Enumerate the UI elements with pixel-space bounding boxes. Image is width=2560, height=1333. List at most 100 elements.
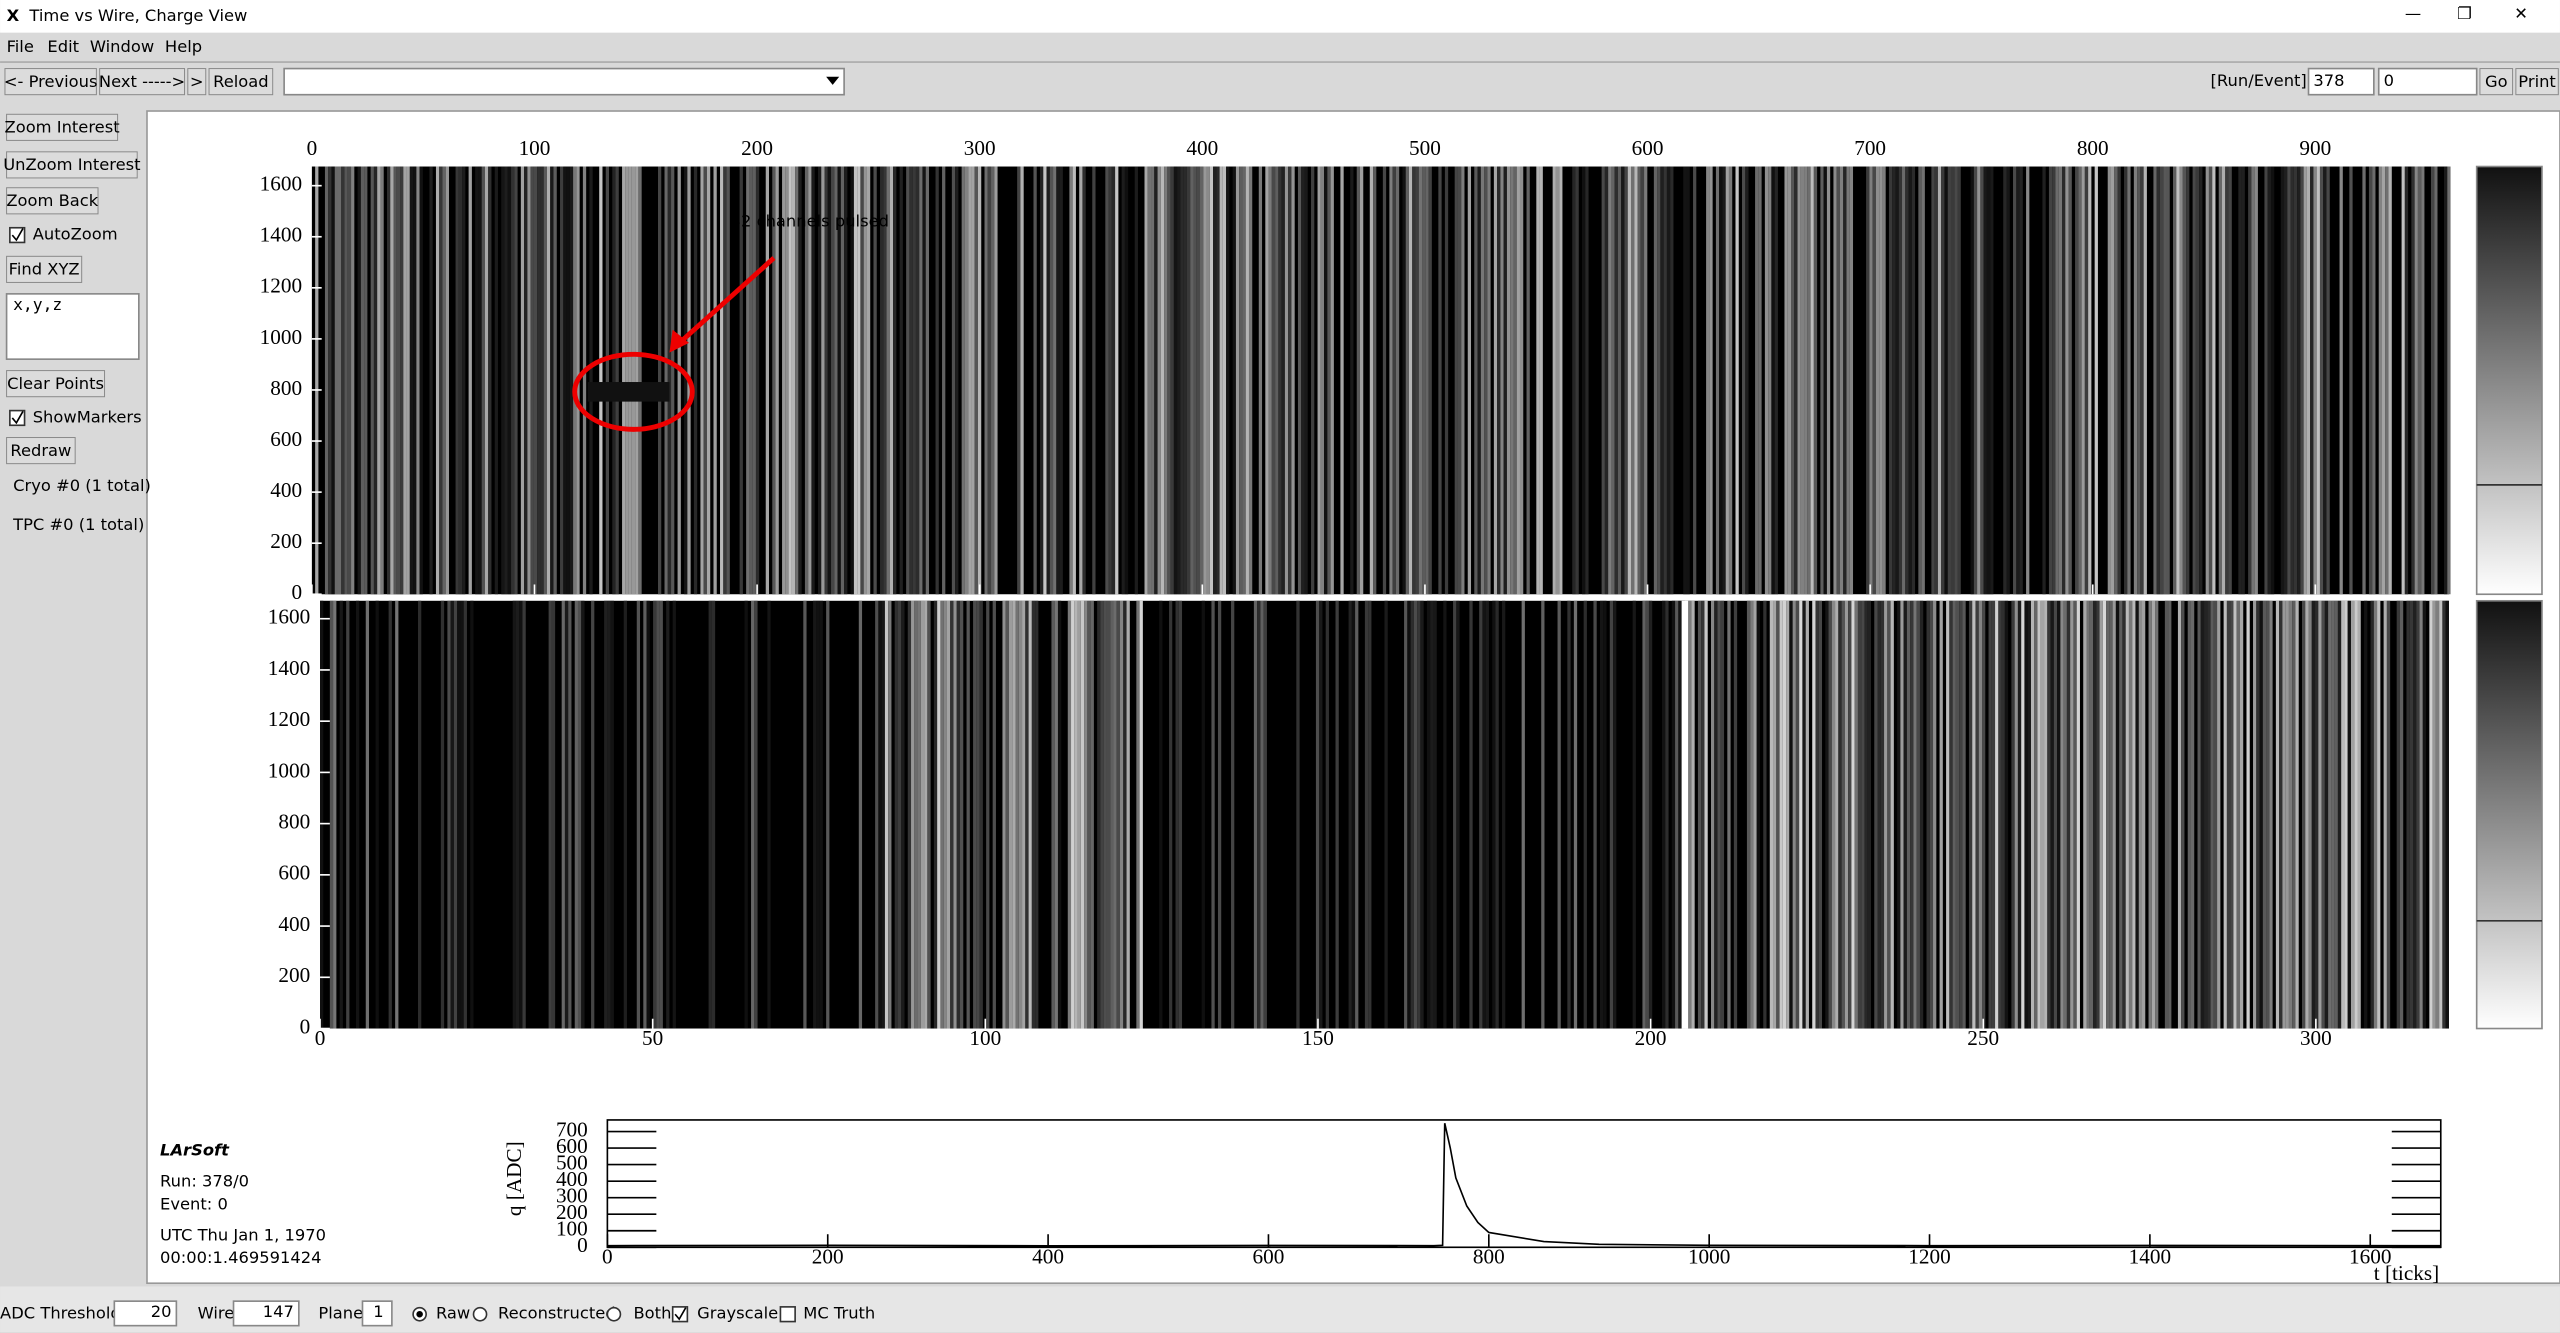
adc-value[interactable]: 20 xyxy=(151,1302,172,1321)
toolbar-button[interactable]: <- Previous xyxy=(4,72,98,91)
wire-stripe xyxy=(2124,167,2127,595)
go-button[interactable]: Go xyxy=(2485,72,2508,91)
print-button[interactable]: Print xyxy=(2518,72,2556,91)
find-button[interactable]: Find XYZ xyxy=(9,260,80,279)
maximize[interactable]: ❐ xyxy=(2457,4,2472,23)
wire-stripe xyxy=(2266,601,2269,1029)
run-event-label: [Run/Event]= xyxy=(2211,71,2321,90)
reco-label[interactable]: Reconstructed xyxy=(498,1304,616,1323)
wire-stripe xyxy=(1775,167,1778,595)
wire-stripe xyxy=(1691,601,1694,1029)
clear-button[interactable]: Clear Points xyxy=(7,374,104,393)
wire-stripe xyxy=(751,601,754,1029)
wire-stripe xyxy=(1438,167,1441,595)
checkbox[interactable] xyxy=(780,1307,795,1322)
radio[interactable] xyxy=(607,1308,620,1321)
y-tick-label: 1200 xyxy=(260,274,302,298)
wire-stripe xyxy=(1513,167,1516,595)
sidebar-button[interactable]: Zoom Back xyxy=(6,191,98,210)
menu-item[interactable]: Help xyxy=(165,37,202,56)
menu-item[interactable]: File xyxy=(7,37,34,56)
wire-stripe xyxy=(937,601,940,1029)
wire-stripe xyxy=(2144,167,2147,595)
wire-stripe xyxy=(1621,167,1624,595)
wire-stripe xyxy=(1409,167,1412,595)
radio[interactable] xyxy=(474,1308,487,1321)
wire-stripe xyxy=(1071,601,1074,1029)
wire-stripe xyxy=(2318,601,2321,1029)
wire-stripe xyxy=(442,167,445,595)
wire-stripe xyxy=(1278,167,1281,595)
wire-stripe xyxy=(965,167,968,595)
run-value[interactable]: 378 xyxy=(2313,71,2344,90)
wire-stripe xyxy=(1833,167,1836,595)
toolbar-button[interactable]: > xyxy=(190,72,204,91)
wire-stripe xyxy=(1930,601,1933,1029)
wire-stripe xyxy=(2088,167,2091,595)
wire-stripe xyxy=(1889,167,1892,595)
menu-item[interactable]: Edit xyxy=(47,37,79,56)
wire-stripe xyxy=(637,601,640,1029)
wire-stripe xyxy=(1223,167,1226,595)
grayscale-label[interactable]: Grayscale xyxy=(697,1304,778,1323)
wire-stripe xyxy=(1845,601,1848,1029)
wire-stripe xyxy=(820,601,823,1029)
wire-stripe xyxy=(2212,167,2215,595)
raw-label[interactable]: Raw xyxy=(436,1304,470,1323)
toolbar-button[interactable]: Next -----> xyxy=(99,72,185,91)
sidebar-button[interactable]: UnZoom Interest xyxy=(3,155,140,174)
event-combo[interactable] xyxy=(284,69,844,95)
mctruth-label[interactable]: MC Truth xyxy=(803,1304,875,1323)
wire-stripe xyxy=(1541,601,1544,1029)
sidebar-button[interactable]: Zoom Interest xyxy=(5,118,120,137)
wire-stripe xyxy=(578,601,581,1029)
wire-value[interactable]: 147 xyxy=(263,1302,294,1321)
wire-stripe xyxy=(1789,601,1792,1029)
wire-stripe xyxy=(2155,601,2158,1029)
wire-stripe xyxy=(1211,601,1214,1029)
showmarkers-label[interactable]: ShowMarkers xyxy=(33,407,142,426)
wire-stripe xyxy=(918,601,921,1029)
wire-stripe xyxy=(2096,601,2099,1029)
wire-stripe xyxy=(1159,601,1162,1029)
wire-stripe xyxy=(875,601,878,1029)
autozoom-label[interactable]: AutoZoom xyxy=(33,225,118,244)
wire-stripe xyxy=(772,167,775,595)
info-time: 00:00:1.469591424 xyxy=(160,1248,321,1267)
wire-stripe xyxy=(1012,601,1015,1029)
wire-stripe xyxy=(1773,601,1776,1029)
menu-item[interactable]: Window xyxy=(90,37,154,56)
toolbar-button[interactable]: Reload xyxy=(213,72,269,91)
minimize[interactable]: — xyxy=(2405,4,2421,23)
wire-stripe xyxy=(1638,167,1641,595)
wire-stripe xyxy=(439,167,442,595)
wire-stripe xyxy=(913,167,916,595)
wire-stripe xyxy=(1798,167,1801,595)
close[interactable]: ✕ xyxy=(2514,4,2528,23)
wire-stripe xyxy=(2341,601,2344,1029)
wire-stripe xyxy=(1009,601,1012,1029)
wire-stripe xyxy=(1829,601,1832,1029)
wire-stripe xyxy=(2198,601,2201,1029)
wire-stripe xyxy=(1633,601,1636,1029)
wire-stripe xyxy=(1340,167,1343,595)
wire-stripe xyxy=(1974,167,1977,595)
event-value[interactable]: 0 xyxy=(2384,71,2394,90)
wire-stripe xyxy=(859,601,862,1029)
both-label[interactable]: Both xyxy=(633,1304,671,1323)
wire-stripe xyxy=(348,167,351,595)
wire-stripe xyxy=(2026,167,2029,595)
wire-stripe xyxy=(2349,167,2352,595)
wire-stripe xyxy=(1324,167,1327,595)
redraw-button[interactable]: Redraw xyxy=(10,441,71,460)
wire-stripe xyxy=(1878,601,1881,1029)
wire-stripe xyxy=(1073,167,1076,595)
wire-stripe xyxy=(638,167,641,595)
x-tick-label: 200 xyxy=(1635,1026,1667,1050)
screen: — ❐ ✕ XTime vs Wire, Charge ViewFileEdit… xyxy=(0,0,2560,1333)
plane-value[interactable]: 1 xyxy=(373,1302,383,1321)
wire-stripe xyxy=(568,601,571,1029)
wire-stripe xyxy=(2300,167,2303,595)
wire-stripe xyxy=(653,601,656,1029)
wire-stripe xyxy=(2057,601,2060,1029)
